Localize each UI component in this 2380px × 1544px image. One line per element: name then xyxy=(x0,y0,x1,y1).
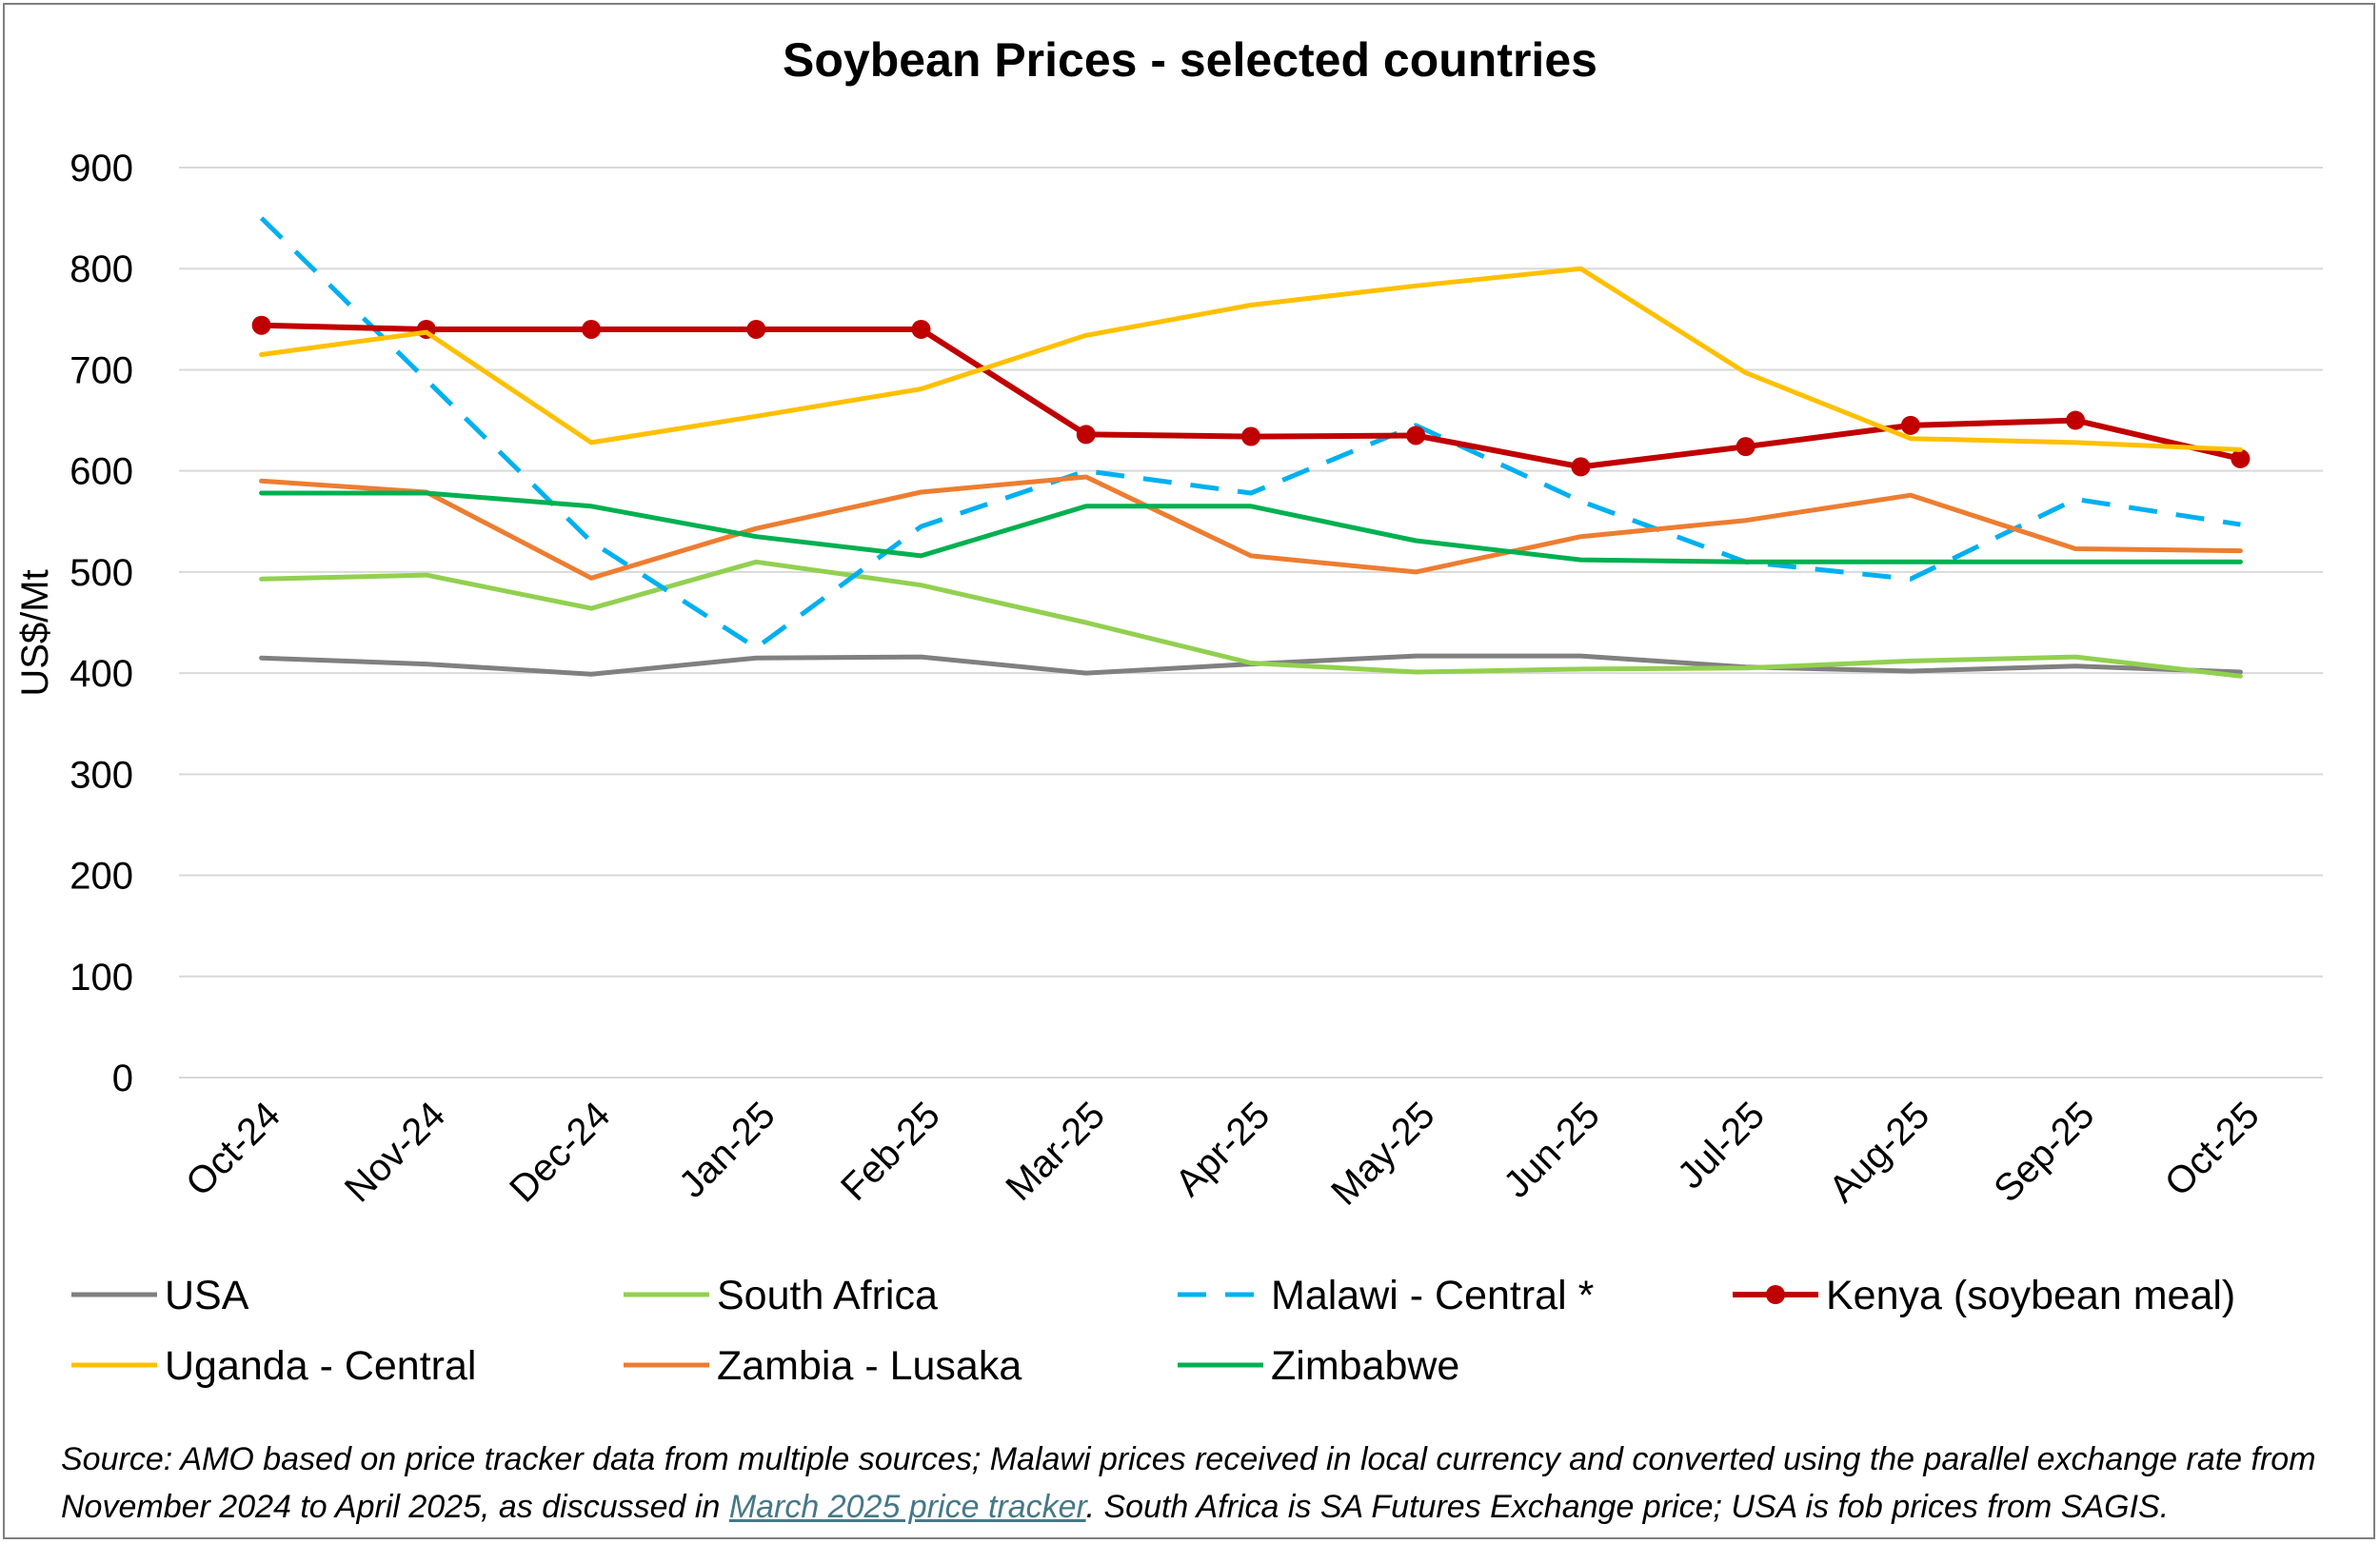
series-line-zambia-lusaka xyxy=(259,474,2243,581)
data-point-kenya-soybean-meal xyxy=(2066,410,2086,430)
legend-label: South Africa xyxy=(717,1273,938,1318)
data-point-kenya-soybean-meal xyxy=(1241,426,1260,446)
series-line-uganda-central xyxy=(259,266,2243,452)
legend-item-zimbabwe: Zimbabwe xyxy=(1178,1343,1459,1389)
legend-item-south-africa: South Africa xyxy=(624,1273,938,1318)
x-tick-label: Oct-25 xyxy=(2157,1094,2268,1204)
x-axis-ticks: Oct-24 Nov-24 Dec-24 Jan-25 Feb-25 Mar-25 Apr-… xyxy=(178,1094,2268,1213)
data-point-kenya-soybean-meal xyxy=(582,319,602,339)
legend-item-kenya-soybean-meal: Kenya (soybean meal) xyxy=(1733,1273,2235,1318)
data-point-kenya-soybean-meal xyxy=(746,319,766,339)
data-point-kenya-soybean-meal xyxy=(911,319,931,339)
data-point-kenya-soybean-meal xyxy=(251,315,271,335)
y-tick-label: 700 xyxy=(69,349,133,391)
series-zambia-lusaka xyxy=(259,474,2243,581)
x-tick-label: Apr-25 xyxy=(1167,1094,1278,1204)
series-south-africa xyxy=(259,559,2243,679)
y-axis-title: US$/Mt xyxy=(14,569,56,696)
series-lines xyxy=(251,216,2251,679)
data-point-kenya-soybean-meal xyxy=(1900,415,1920,435)
legend-label: Uganda - Central xyxy=(165,1343,476,1389)
chart-title: Soybean Prices - selected countries xyxy=(783,33,1597,87)
legend-item-zambia-lusaka: Zambia - Lusaka xyxy=(624,1343,1021,1389)
x-tick-label: Jul-25 xyxy=(1670,1094,1773,1197)
y-tick-label: 100 xyxy=(69,957,133,999)
series-kenya-soybean-meal xyxy=(251,315,2251,477)
x-tick-label: Sep-25 xyxy=(1986,1094,2102,1210)
series-line-south-africa xyxy=(259,559,2243,679)
legend-label: Zimbabwe xyxy=(1271,1343,1459,1389)
x-tick-label: Jan-25 xyxy=(671,1094,783,1206)
y-tick-label: 0 xyxy=(112,1058,133,1099)
source-note: Source: AMO based on price tracker data … xyxy=(61,1435,2327,1531)
x-tick-label: May-25 xyxy=(1323,1094,1442,1213)
x-tick-label: Dec-24 xyxy=(502,1094,618,1210)
y-tick-label: 800 xyxy=(69,248,133,290)
x-tick-label: Mar-25 xyxy=(998,1094,1113,1209)
y-tick-label: 600 xyxy=(69,451,133,493)
data-point-kenya-soybean-meal xyxy=(1571,457,1591,477)
y-axis-ticks: 0 100 200 300 400 500 600 700 800 900 xyxy=(69,148,133,1099)
source-prefix: Source: AMO based on price tracker data … xyxy=(61,1441,2316,1525)
data-point-kenya-soybean-meal xyxy=(2231,448,2251,468)
series-uganda-central xyxy=(259,266,2243,452)
data-point-kenya-soybean-meal xyxy=(1735,437,1755,457)
legend-item-malawi-central: Malawi - Central * xyxy=(1178,1273,1595,1318)
x-tick-label: Nov-24 xyxy=(337,1094,453,1210)
legend-item-usa: USA xyxy=(71,1273,249,1318)
x-tick-label: Feb-25 xyxy=(833,1094,948,1209)
legend-item-uganda-central: Uganda - Central xyxy=(71,1343,476,1389)
x-tick-label: Oct-24 xyxy=(178,1094,288,1204)
data-point-kenya-soybean-meal xyxy=(1076,425,1096,445)
series-malawi-central xyxy=(259,216,2241,651)
x-tick-label: Jun-25 xyxy=(1496,1094,1608,1206)
y-tick-label: 500 xyxy=(69,552,133,594)
legend-marker xyxy=(1766,1285,1785,1304)
y-tick-label: 900 xyxy=(69,148,133,189)
source-suffix: . South Africa is SA Futures Exchange pr… xyxy=(1085,1489,2170,1525)
series-line-zimbabwe xyxy=(259,490,2243,564)
x-tick-label: Aug-25 xyxy=(1821,1094,1937,1210)
series-zimbabwe xyxy=(259,490,2243,564)
legend-label: Zambia - Lusaka xyxy=(717,1343,1021,1389)
chart-frame xyxy=(3,3,2375,1539)
legend-label: USA xyxy=(165,1273,249,1318)
price-tracker-link[interactable]: March 2025 price tracker xyxy=(728,1489,1086,1525)
y-tick-label: 200 xyxy=(69,856,133,898)
legend-label: Kenya (soybean meal) xyxy=(1826,1273,2235,1318)
y-tick-label: 400 xyxy=(69,653,133,695)
data-point-kenya-soybean-meal xyxy=(1406,426,1426,445)
series-line-malawi-central xyxy=(259,216,2241,651)
legend: USA South Africa Malawi - Central * Kenya (… xyxy=(71,1273,2235,1389)
legend-label: Malawi - Central * xyxy=(1271,1273,1595,1318)
y-tick-label: 300 xyxy=(69,754,133,796)
